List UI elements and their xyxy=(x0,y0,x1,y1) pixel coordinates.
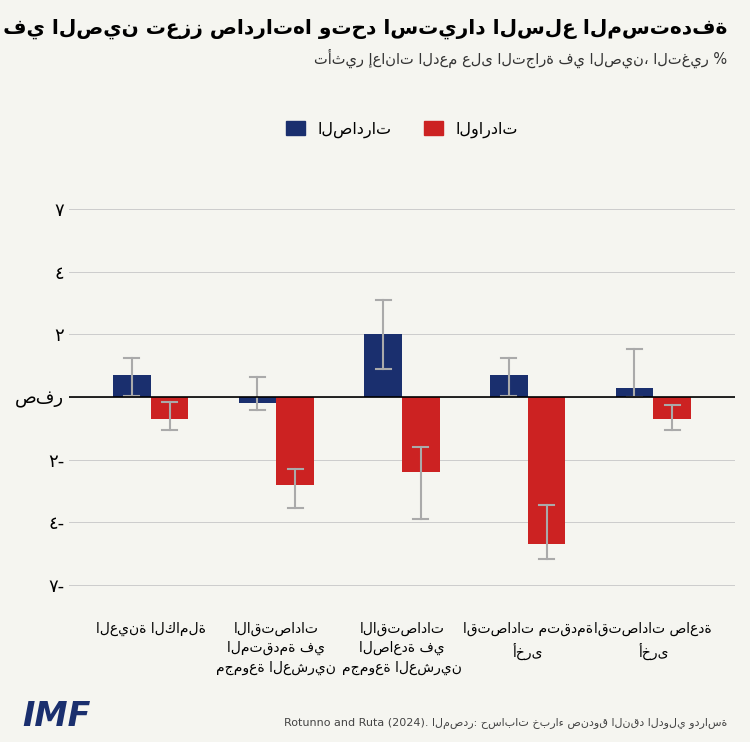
Text: إعانات الدعم في الصين تعزز صادراتها وتحد استيراد السلع المستهدفة: إعانات الدعم في الصين تعزز صادراتها وتحد… xyxy=(0,19,728,39)
Text: تأثير إعانات الدعم على التجارة في الصين، التغير %: تأثير إعانات الدعم على التجارة في الصين،… xyxy=(314,48,728,68)
Text: IMF: IMF xyxy=(22,700,91,733)
Bar xyxy=(276,397,314,485)
Bar xyxy=(653,397,691,419)
Text: Rotunno and Ruta (2024). المصدر: حسابات خبراء صندوق النقد الدولي ودراسة: Rotunno and Ruta (2024). المصدر: حسابات … xyxy=(284,718,728,729)
Legend: الصادرات, الواردات: الصادرات, الواردات xyxy=(279,114,524,144)
Bar xyxy=(113,375,151,397)
Bar xyxy=(490,375,528,397)
Bar xyxy=(528,397,566,545)
Bar xyxy=(151,397,188,419)
Bar xyxy=(402,397,439,473)
Bar xyxy=(364,335,402,397)
Bar xyxy=(616,388,653,397)
Bar xyxy=(238,397,276,404)
